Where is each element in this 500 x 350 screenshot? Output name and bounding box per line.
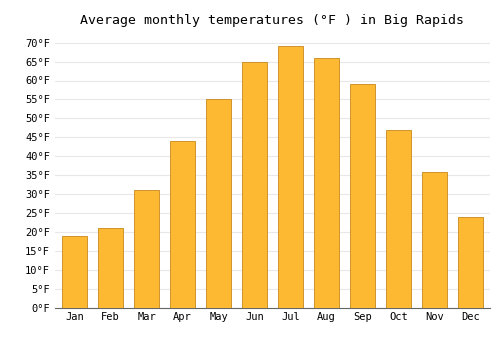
- Bar: [98, 229, 124, 308]
- Title: Average monthly temperatures (°F ) in Big Rapids: Average monthly temperatures (°F ) in Bi…: [80, 14, 464, 27]
- Bar: [242, 62, 267, 308]
- Bar: [206, 99, 231, 308]
- Bar: [62, 236, 88, 308]
- Bar: [278, 46, 303, 308]
- Bar: [170, 141, 195, 308]
- Bar: [422, 172, 447, 308]
- Bar: [134, 190, 160, 308]
- Bar: [386, 130, 411, 308]
- Bar: [314, 58, 339, 308]
- Bar: [350, 84, 375, 308]
- Bar: [458, 217, 483, 308]
